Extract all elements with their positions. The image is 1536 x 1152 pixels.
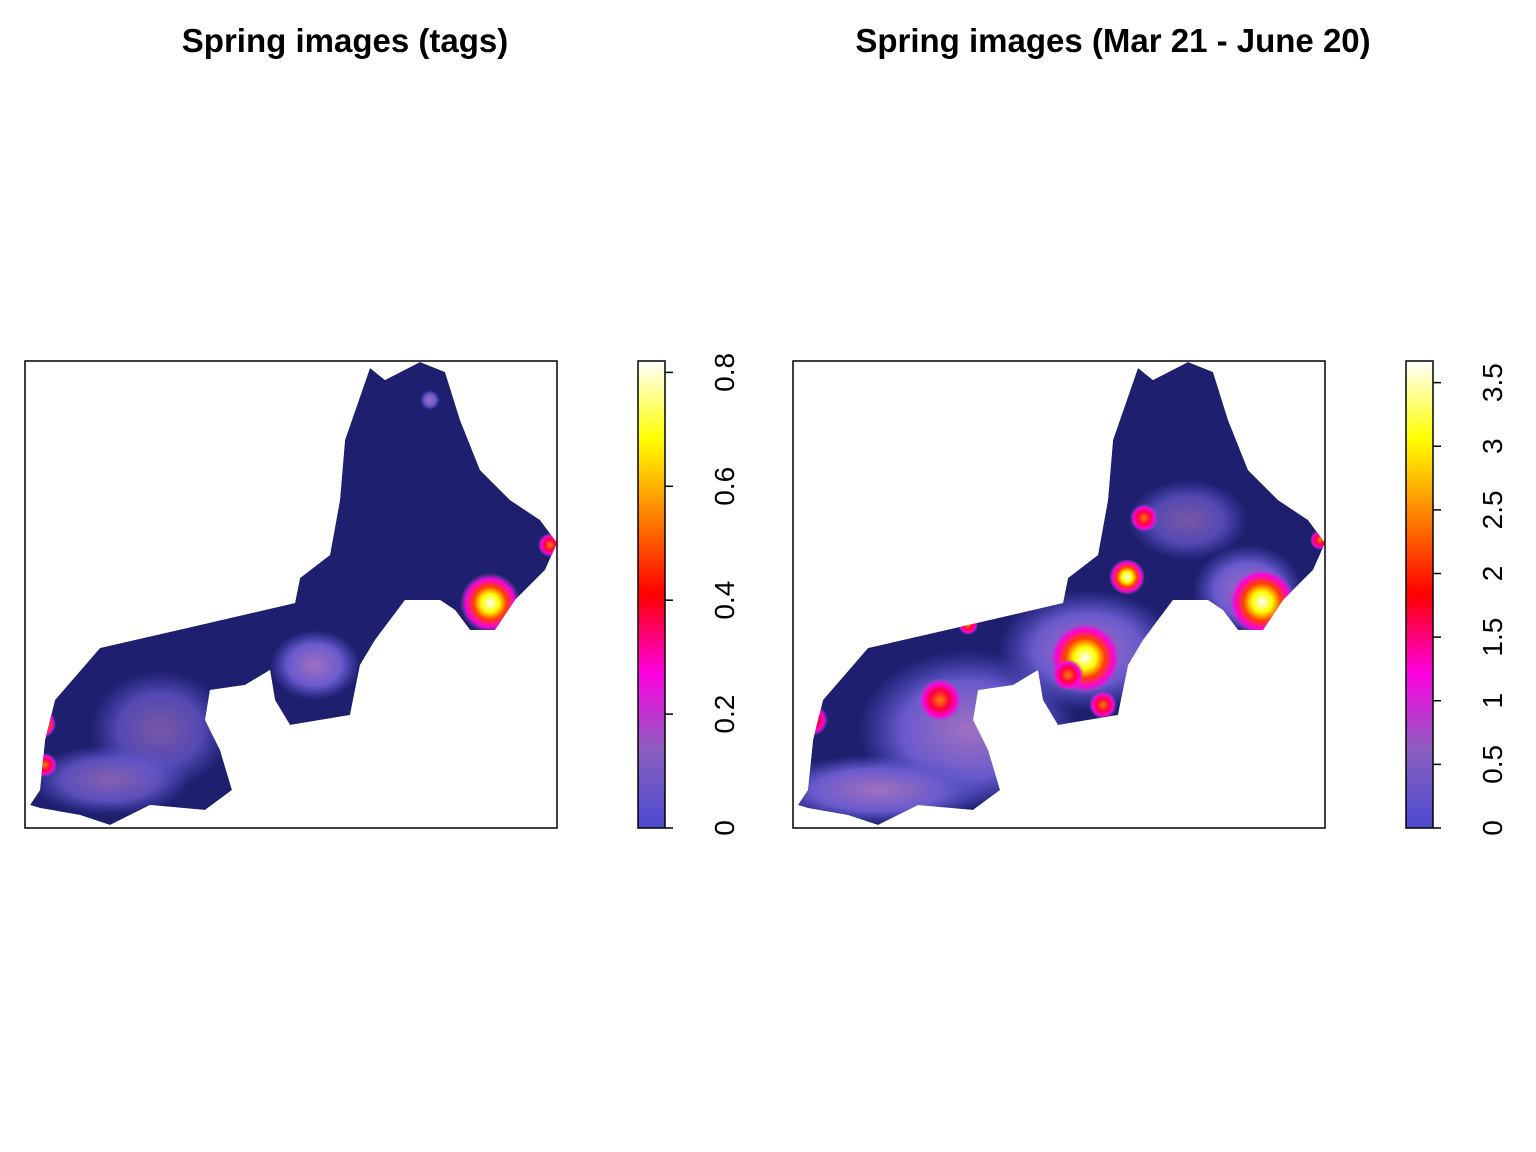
plot-frame (792, 360, 1326, 829)
chart-title: Spring images (Mar 21 - June 20) (855, 22, 1370, 59)
colorbar-tick-label: 0.4 (709, 581, 740, 620)
colorbar (637, 360, 666, 829)
colorbar-tick-label: 0.2 (709, 695, 740, 734)
colorbar-tick-label: 0.5 (1477, 745, 1508, 784)
colorbar-tick-label: 2 (1477, 566, 1508, 582)
colorbar-tick-label: 3 (1477, 438, 1508, 454)
map-left (30, 362, 557, 825)
colorbar-tick-label: 1 (1477, 693, 1508, 709)
colorbar-tick-label: 0 (1477, 820, 1508, 836)
colorbar-tick-label: 3.5 (1477, 363, 1508, 402)
map-right (798, 362, 1325, 825)
colorbar-tick-label: 2.5 (1477, 490, 1508, 529)
colorbar-tick-label: 0.8 (709, 353, 740, 392)
colorbar-tick-label: 0.6 (709, 467, 740, 506)
colorbar-tick-label: 1.5 (1477, 618, 1508, 657)
colorbar (1405, 360, 1434, 829)
colorbar-tick-label: 0 (709, 820, 740, 836)
chart-title: Spring images (tags) (182, 22, 508, 59)
plot-frame (24, 360, 558, 829)
